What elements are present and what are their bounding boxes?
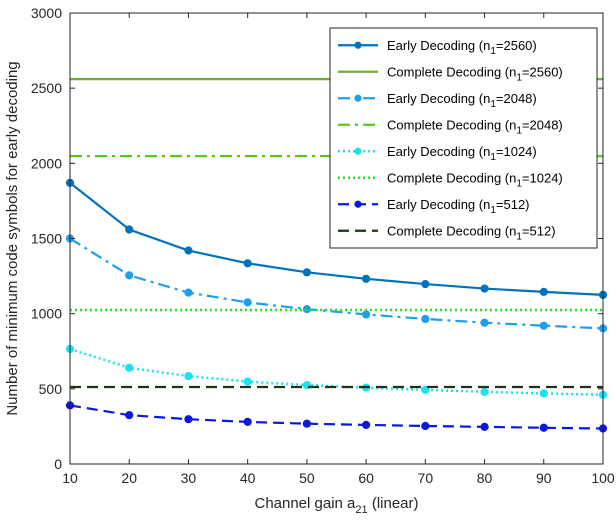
x-tick-label: 30 bbox=[181, 470, 197, 486]
series-1-point-3 bbox=[184, 246, 193, 255]
series-1-point-7 bbox=[421, 279, 430, 289]
legend: Early Decoding (n1=2560) Complete Decodin… bbox=[329, 27, 598, 249]
series-1-point-6 bbox=[362, 274, 371, 283]
series-7-point-7 bbox=[421, 421, 430, 431]
series-3-point-2 bbox=[125, 271, 134, 280]
series-3-point-9 bbox=[539, 321, 548, 330]
series-5-point-2 bbox=[125, 363, 134, 372]
legend-marker-5 bbox=[354, 147, 362, 155]
x-axis-label-main: Channel gain a bbox=[254, 495, 356, 512]
series-1-point-4 bbox=[243, 259, 252, 268]
legend-label-5: Early Decoding (n1=1024) bbox=[387, 144, 537, 163]
series-7-point-9 bbox=[539, 423, 548, 432]
series-1-point-5 bbox=[302, 268, 311, 277]
series-5-point-3 bbox=[184, 371, 193, 381]
x-tick-label: 70 bbox=[418, 470, 434, 486]
y-tick-label: 1000 bbox=[31, 306, 62, 322]
legend-label-8: Complete Decoding (n1=512) bbox=[387, 223, 556, 242]
y-tick-label: 2000 bbox=[31, 155, 62, 171]
y-tick-label: 500 bbox=[39, 381, 63, 397]
legend-label-4: Complete Decoding (n1=2048) bbox=[387, 117, 563, 136]
series-7-point-5 bbox=[302, 419, 311, 428]
axes: 10 20 30 40 50 60 70 80 90 1000500100015002000250… bbox=[31, 5, 615, 486]
series-3-point-7 bbox=[421, 314, 430, 324]
x-tick-label: 80 bbox=[477, 470, 493, 486]
series-5-point-4 bbox=[243, 377, 252, 386]
x-tick-label: 90 bbox=[536, 470, 552, 486]
x-tick-label: 10 bbox=[62, 470, 78, 486]
x-axis-label-subscript: 21 bbox=[355, 504, 367, 516]
series-7-point-8 bbox=[480, 422, 489, 431]
y-axis-label: Number of minimum code symbols for early… bbox=[4, 61, 21, 415]
x-tick-label: 100 bbox=[591, 470, 615, 486]
x-tick-label: 20 bbox=[121, 470, 137, 486]
x-tick-label: 60 bbox=[358, 470, 374, 486]
series-line-3 bbox=[69, 237, 604, 330]
series-7-point-3 bbox=[184, 415, 193, 424]
series-7-point-4 bbox=[243, 417, 252, 427]
legend-marker-7 bbox=[354, 200, 362, 208]
series-3-point-4 bbox=[243, 298, 252, 307]
series-line-5 bbox=[69, 347, 604, 397]
y-tick-label: 1500 bbox=[31, 231, 62, 247]
series-line-7 bbox=[69, 404, 604, 430]
series-5-point-8 bbox=[480, 387, 489, 396]
series-1-point-2 bbox=[125, 225, 134, 234]
legend-label-3: Early Decoding (n1=2048) bbox=[387, 91, 537, 110]
legend-box bbox=[329, 27, 598, 249]
legend-label-1: Early Decoding (n1=2560) bbox=[387, 38, 537, 57]
series-3-point-6 bbox=[362, 310, 371, 319]
series-5-point-9 bbox=[539, 389, 548, 398]
x-tick-label: 50 bbox=[299, 470, 315, 486]
series-7-point-6 bbox=[362, 420, 371, 430]
y-tick-label: 3000 bbox=[31, 5, 62, 21]
series-line-1 bbox=[69, 182, 604, 296]
x-axis-label: Channel gain a21 (linear) bbox=[254, 495, 418, 516]
legend-label-7: Early Decoding (n1=512) bbox=[387, 197, 530, 216]
legend-label-6: Complete Decoding (n1=1024) bbox=[387, 170, 563, 189]
series-7-point-2 bbox=[125, 411, 134, 420]
y-tick-label: 2500 bbox=[31, 80, 62, 96]
series-1-point-8 bbox=[480, 284, 489, 293]
y-tick-label: 0 bbox=[54, 456, 62, 472]
legend-label-2: Complete Decoding (n1=2560) bbox=[387, 64, 563, 83]
x-tick-label: 40 bbox=[240, 470, 256, 486]
series-3-point-8 bbox=[480, 318, 489, 327]
series-3-point-3 bbox=[184, 288, 193, 297]
legend-marker-3 bbox=[354, 94, 362, 102]
x-axis-label-suffix: (linear) bbox=[368, 495, 419, 512]
series-1-point-9 bbox=[539, 287, 548, 296]
legend-marker-1 bbox=[354, 41, 362, 49]
